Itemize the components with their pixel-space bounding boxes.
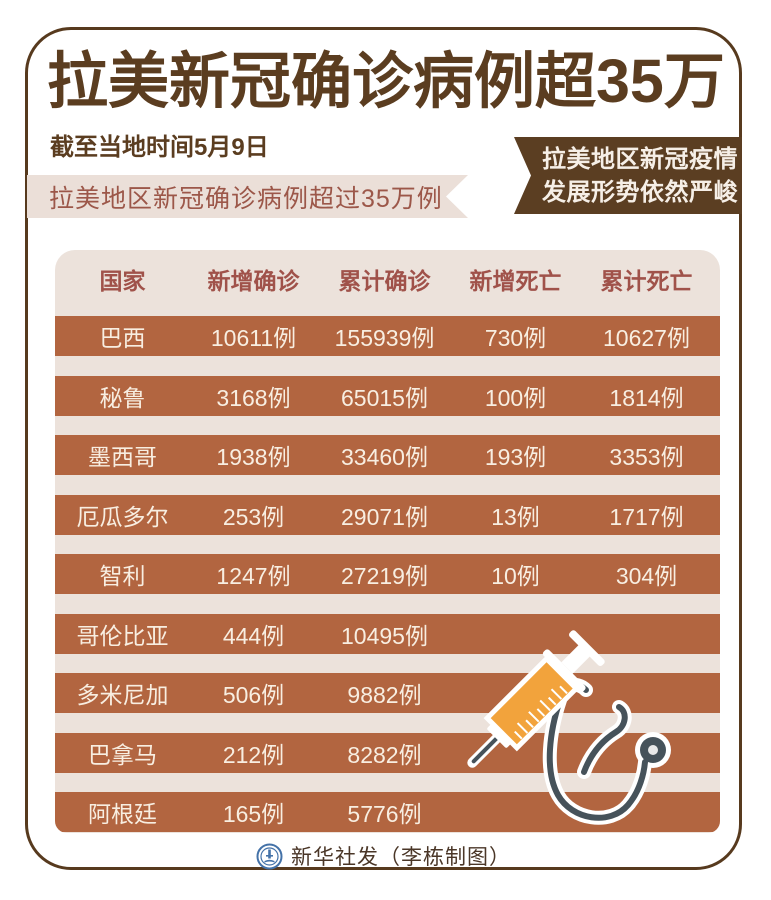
cell-new-confirmed: 444例 [222, 622, 285, 649]
cell-new-deaths: 13例 [491, 503, 540, 530]
cell-total-confirmed: 155939例 [334, 325, 435, 351]
cell-country: 智利 [99, 563, 146, 589]
cell-new-deaths: 10例 [491, 563, 540, 589]
table-row: 厄瓜多尔 253例 29071例 13例 1717例 [55, 494, 720, 535]
table-row: 墨西哥 1938例 33460例 193例 3353例 [55, 435, 720, 475]
syringe-icon [467, 630, 605, 768]
cell-country: 墨西哥 [88, 444, 157, 470]
ribbon-line-2: 发展形势依然严峻 [542, 178, 738, 206]
cell-new-confirmed: 1938例 [216, 444, 291, 470]
cell-new-confirmed: 165例 [222, 801, 285, 827]
column-header: 累计确诊 [338, 268, 431, 294]
table-row: 哥伦比亚 444例 10495例 [55, 613, 720, 654]
side-ribbon: 拉美地区新冠疫情 发展形势依然严峻 [514, 137, 742, 214]
column-header: 累计死亡 [600, 268, 693, 294]
table-row: 智利 1247例 27219例 10例 304例 [55, 554, 720, 594]
cell-new-confirmed: 506例 [222, 682, 285, 708]
footer-credit: 新华社发（李栋制图） [291, 846, 511, 869]
cell-country: 哥伦比亚 [76, 622, 169, 649]
medical-illustration [467, 630, 671, 825]
cell-total-confirmed: 29071例 [341, 503, 428, 530]
cell-total-confirmed: 27219例 [341, 563, 428, 589]
cell-total-deaths: 1814例 [609, 384, 684, 411]
cell-country: 厄瓜多尔 [76, 503, 169, 530]
table-row: 巴西 10611例 155939例 730例 10627例 [55, 316, 720, 356]
column-header: 新增死亡 [469, 268, 562, 294]
date-label: 截至当地时间5月9日 [50, 134, 269, 161]
cell-new-confirmed: 212例 [222, 741, 285, 768]
cell-total-confirmed: 10495例 [341, 622, 428, 649]
cell-new-confirmed: 253例 [222, 503, 285, 530]
cell-total-confirmed: 33460例 [341, 444, 428, 470]
cell-new-deaths: 730例 [484, 325, 547, 351]
summary-banner: 拉美地区新冠确诊病例超过35万例 [27, 175, 468, 218]
cell-total-deaths: 304例 [615, 563, 678, 589]
table-row: 秘鲁 3168例 65015例 100例 1814例 [55, 375, 720, 416]
cell-total-confirmed: 8282例 [347, 741, 422, 768]
ribbon-line-1: 拉美地区新冠疫情 [542, 145, 738, 173]
cell-total-deaths: 1717例 [609, 503, 684, 530]
cell-total-deaths: 10627例 [603, 325, 690, 351]
summary-banner-label: 拉美地区新冠确诊病例超过35万例 [49, 184, 443, 213]
cell-country: 秘鲁 [99, 384, 146, 411]
cell-new-confirmed: 3168例 [216, 384, 291, 411]
cell-new-deaths: 100例 [484, 384, 547, 411]
xinhua-logo [256, 843, 283, 869]
cell-new-confirmed: 10611例 [210, 325, 297, 351]
cell-country: 巴西 [99, 325, 146, 351]
cell-country: 多米尼加 [76, 682, 169, 708]
cell-country: 巴拿马 [88, 741, 157, 768]
table-header: 国家 新增确诊 累计确诊 新增死亡 累计死亡 [55, 250, 720, 316]
stethoscope-icon [542, 678, 671, 825]
table-row: 多米尼加 506例 9882例 [55, 673, 720, 713]
cell-total-deaths: 3353例 [609, 444, 684, 470]
page-title: 拉美新冠确诊病例超35万 [47, 47, 725, 115]
cell-total-confirmed: 9882例 [347, 682, 422, 708]
column-header: 新增确诊 [207, 268, 300, 294]
column-header: 国家 [99, 268, 146, 294]
cell-new-deaths: 193例 [484, 444, 547, 470]
cell-new-confirmed: 1247例 [216, 563, 291, 589]
cell-total-confirmed: 65015例 [341, 384, 428, 411]
cell-country: 阿根廷 [88, 801, 157, 827]
footer: 新华社发（李栋制图） [25, 841, 742, 871]
cell-total-confirmed: 5776例 [347, 801, 422, 827]
